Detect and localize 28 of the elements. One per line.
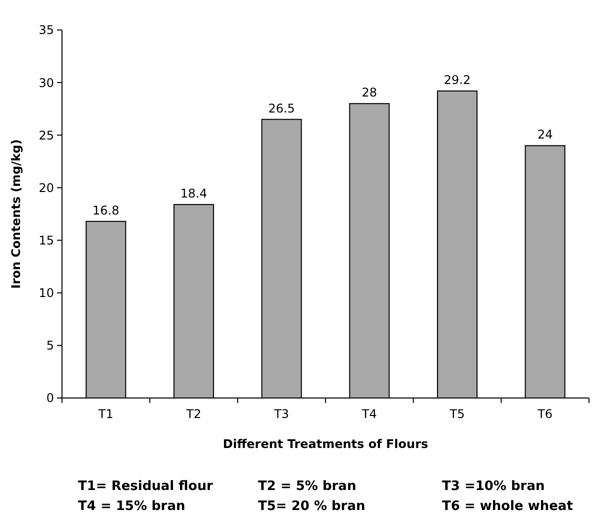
data-label: 18.4 (180, 186, 208, 201)
x-tick-label: T3 (273, 407, 290, 421)
data-label: 26.5 (268, 101, 295, 116)
data-label: 16.8 (92, 203, 120, 218)
y-tick-label: 15 (38, 233, 54, 248)
y-tick-label: 0 (46, 391, 54, 406)
y-tick-label: 5 (46, 338, 54, 353)
text: T6 = whole wheat (442, 499, 573, 514)
y-tick-label: 25 (38, 128, 54, 142)
data-label: 24 (537, 128, 553, 142)
data-label: 28 (362, 86, 378, 100)
y-tick-label: 10 (38, 286, 54, 300)
x-tick-label: T4 (360, 407, 377, 421)
text: T1= Residual flour (78, 479, 214, 494)
data-label: 29.2 (444, 72, 471, 87)
text: T4 = 15% bran (78, 499, 186, 514)
x-tick-label: T2 (185, 407, 202, 421)
text: T3 =10% bran (442, 479, 545, 494)
x-tick-label: T6 (536, 407, 553, 421)
text: T2 = 5% bran (258, 479, 356, 494)
x-axis-title: Different Treatments of Flours (222, 437, 428, 451)
x-tick-label: T5 (448, 407, 465, 421)
y-axis-title: Iron Contents (mg/kg) (9, 139, 23, 289)
y-tick-label: 20 (38, 180, 54, 195)
text: T5= 20 % bran (258, 499, 366, 514)
y-tick-label: 30 (38, 76, 54, 90)
y-tick-label: 35 (38, 23, 54, 38)
x-tick-label: T1 (97, 407, 114, 421)
